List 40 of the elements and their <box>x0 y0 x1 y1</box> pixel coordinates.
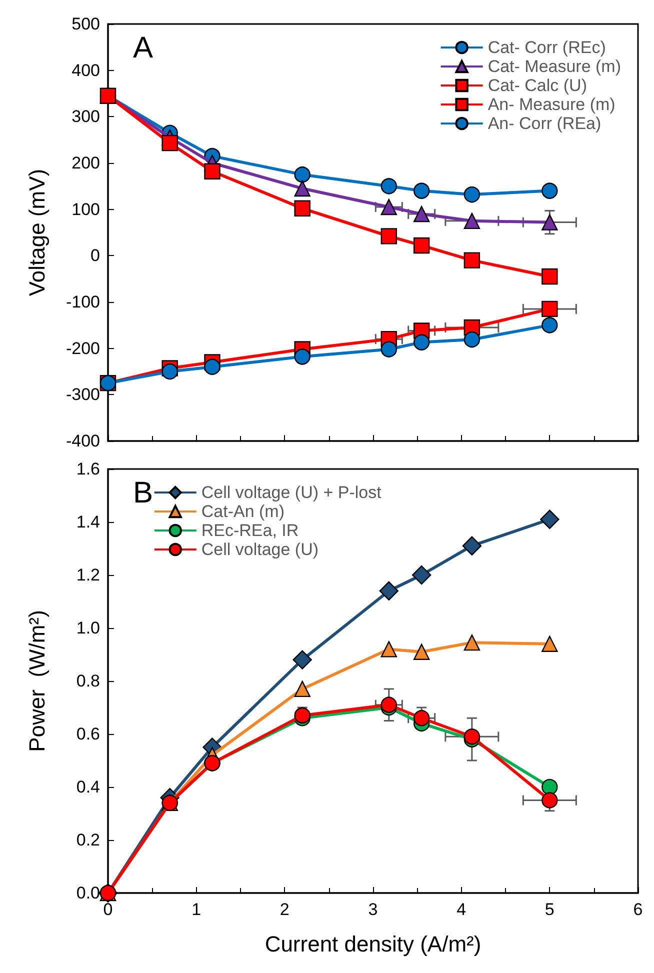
y-tick-label: 0.4 <box>76 778 100 796</box>
y-tick-label: 1.4 <box>76 512 100 532</box>
x-tick-label: 6 <box>633 900 643 919</box>
x-tick-label: 3 <box>368 900 378 919</box>
y-tick-label: -300 <box>66 385 100 404</box>
legend-label: Cat-An (m) <box>201 502 284 521</box>
y-tick-label: 0.8 <box>76 672 100 690</box>
chart-title: A <box>133 32 154 64</box>
y-tick-label: 200 <box>72 154 100 172</box>
legend-label: REc-REa, IR <box>201 521 299 540</box>
x-tick-label: 4 <box>456 900 466 919</box>
y-tick-label: 1.6 <box>76 460 100 478</box>
y-tick-label: 0.6 <box>76 724 100 744</box>
y-tick-label: 500 <box>72 14 100 34</box>
y-tick-label: 0.0 <box>76 884 100 902</box>
legend-label: Cat- Measure (m) <box>488 57 621 76</box>
x-tick-label: 5 <box>544 900 554 919</box>
y-tick-label: -400 <box>66 432 100 450</box>
legend-label: An- Corr (REa) <box>488 114 602 133</box>
chart-title: B <box>133 476 154 510</box>
legend-label: An- Measure (m) <box>488 95 616 114</box>
y-tick-label: 100 <box>72 200 100 219</box>
y-tick-label: 1.2 <box>76 566 100 584</box>
y-tick-label: -200 <box>66 338 100 358</box>
y-tick-label: 0.2 <box>76 830 100 850</box>
x-tick-label: 0 <box>103 900 113 919</box>
y-tick-label: 400 <box>72 60 100 80</box>
legend-label: Cat- Corr (REc) <box>488 38 606 57</box>
y-axis-title: Voltage (mV) <box>24 168 50 296</box>
x-axis-title: Current density (A/m²) <box>264 932 482 956</box>
x-tick-label: 2 <box>280 900 290 919</box>
legend-label: Cell voltage (U) + P-lost <box>201 483 382 502</box>
legend-label: Cell voltage (U) <box>201 540 319 559</box>
y-tick-label: -100 <box>66 292 100 312</box>
x-tick-label: 1 <box>192 900 202 919</box>
y-axis-title: Power (W/m²) <box>24 610 50 752</box>
legend-label: Cat- Calc (U) <box>488 76 587 95</box>
y-tick-label: 300 <box>72 107 100 126</box>
y-tick-label: 0 <box>90 246 100 266</box>
y-tick-label: 1.0 <box>76 618 100 638</box>
